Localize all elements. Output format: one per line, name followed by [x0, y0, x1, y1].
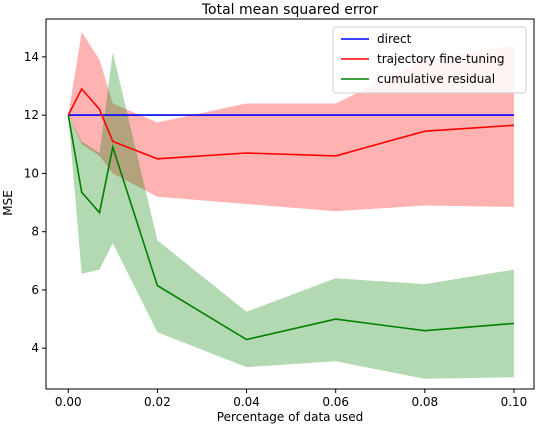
legend-label-2: cumulative residual [377, 72, 495, 86]
y-tick-label-2: 8 [31, 225, 39, 239]
series-line-1 [67, 87, 514, 160]
x-axis-label: Percentage of data used [217, 410, 363, 424]
x-tick-label-1: 0.02 [144, 395, 171, 409]
y-tick-label-1: 6 [31, 283, 39, 297]
x-tick-label-2: 0.04 [233, 395, 260, 409]
x-tick-label-5: 0.10 [501, 395, 528, 409]
legend: direct trajectory fine-tuning cumulative r… [332, 26, 527, 94]
y-tick-label-0: 4 [31, 341, 39, 355]
x-tick-label-4: 0.08 [411, 395, 438, 409]
legend-label-0: direct [377, 32, 412, 46]
plot-frame [45, 18, 535, 390]
y-tick-label-3: 10 [24, 166, 39, 180]
x-tick-label-0: 0.00 [55, 395, 82, 409]
series-lines [67, 87, 514, 341]
series-line-2 [67, 114, 514, 341]
ticks: 0.00 0.02 0.04 0.06 0.08 0.10 4 6 8 10 12 14 [24, 50, 528, 409]
y-tick-label-4: 12 [24, 108, 39, 122]
y-axis-label: MSE [1, 190, 15, 216]
chart-title: Total mean squared error [201, 2, 378, 18]
band-2 [68, 52, 514, 379]
axes [45, 18, 535, 390]
legend-box [332, 26, 527, 94]
x-tick-label-3: 0.06 [322, 395, 349, 409]
legend-label-1: trajectory fine-tuning [377, 52, 505, 66]
y-tick-label-5: 14 [24, 50, 39, 64]
